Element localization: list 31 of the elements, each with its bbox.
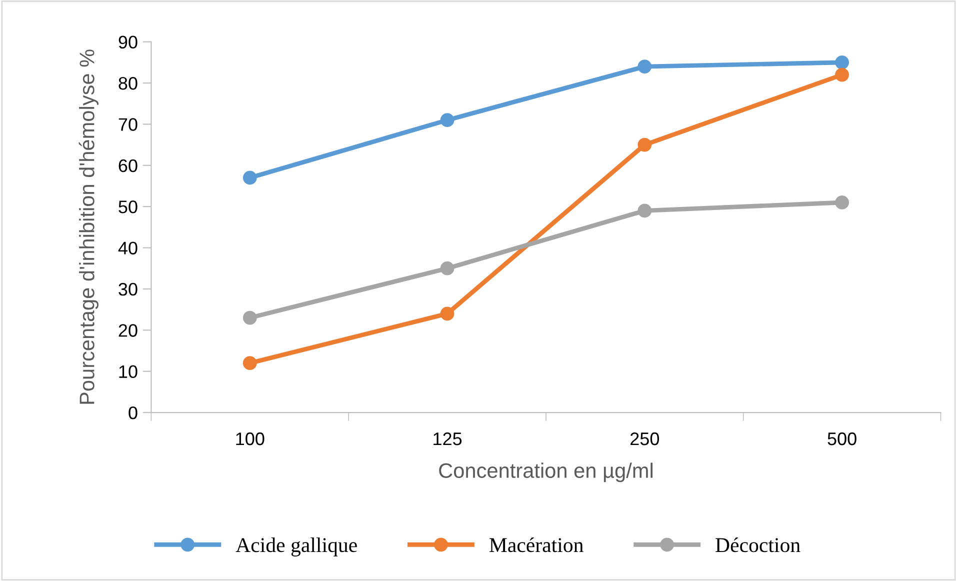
y-tick-label: 70	[118, 118, 138, 131]
x-tick-label: 500	[828, 432, 856, 446]
y-tick-label: 60	[118, 159, 138, 172]
legend-label: Macération	[489, 537, 584, 552]
point	[638, 60, 652, 74]
point	[440, 306, 454, 321]
x-tick-label: 125	[434, 432, 462, 446]
y-tick-label: 0	[128, 406, 138, 420]
point	[242, 170, 257, 185]
y-tick-label: 20	[118, 324, 138, 337]
x-axis-title: Concentration en µg/ml	[439, 462, 652, 482]
y-tick-label: 40	[118, 242, 138, 254]
point	[440, 113, 454, 128]
y-tick-label: 50	[118, 200, 138, 214]
y-tick-label: 30	[118, 282, 138, 296]
point	[242, 356, 257, 370]
legend-label: Décoction	[716, 537, 800, 552]
y-tick-label: 10	[119, 365, 138, 378]
y-tick-label: 80	[118, 76, 138, 90]
legend-label: Acide gallique	[236, 537, 357, 556]
x-tick-label: 100	[236, 432, 264, 446]
point	[835, 68, 849, 82]
point	[440, 261, 454, 276]
point	[835, 196, 849, 210]
point	[638, 138, 652, 152]
y-tick-label: 90	[118, 36, 138, 49]
point	[242, 310, 257, 325]
y-axis-title: Pourcentage d'inhibition d'hémolyse %	[78, 50, 98, 404]
point	[638, 204, 652, 218]
point	[835, 55, 849, 70]
x-tick-label: 250	[630, 432, 660, 446]
